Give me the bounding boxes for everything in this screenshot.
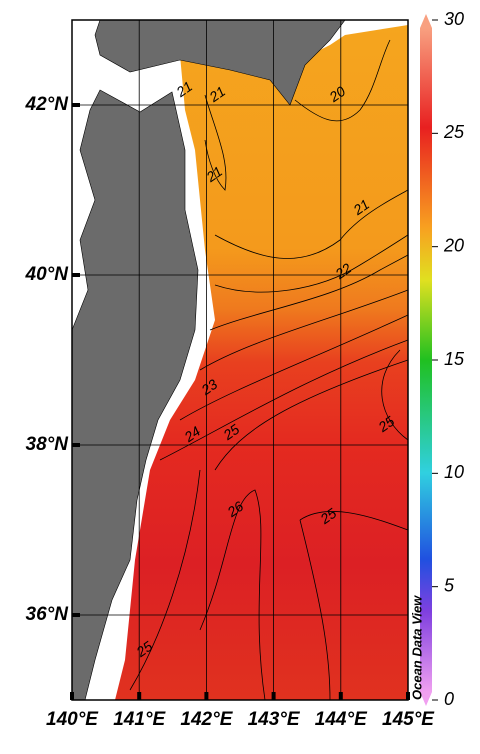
x-tick-label: 145°E [382,709,435,730]
land-hokkaido [94,19,346,106]
contour-label: 26 [223,498,246,521]
contour-label: 21 [172,78,195,101]
credit: Ocean Data View [409,595,424,700]
contour-label: 21 [205,83,228,106]
land-honshu [71,89,199,701]
contour-label: 21 [202,163,225,186]
colorbar-label: 15 [444,349,465,369]
y-tick-label: 36°N [26,604,70,625]
y-tick-label: 40°N [25,264,70,285]
contour-label: 25 [316,505,339,528]
y-tick-label: 42°N [25,94,70,115]
contour-label: 25 [132,638,155,661]
colorbar-label: 25 [443,122,465,142]
contour-label: 25 [374,413,397,436]
colorbar-bottom-arrow [420,692,432,706]
x-tick-label: 140°E [46,709,99,730]
y-tick-label: 38°N [26,434,70,455]
colorbar-label: 20 [443,235,464,255]
x-tick-label: 144°E [315,709,368,730]
colorbar-top-arrow [420,14,432,28]
x-tick-label: 141°E [113,709,166,730]
x-tick-label: 142°E [180,709,233,730]
contour-label: 25 [219,421,242,444]
colorbar [420,28,432,692]
contour-label: 21 [349,196,372,219]
sst-field [115,25,408,700]
colorbar-label: 10 [444,462,464,482]
contour-label: 23 [197,376,220,399]
colorbar-label: 30 [444,9,464,29]
x-tick-label: 143°E [248,709,301,730]
contour-label: 24 [180,423,203,446]
colorbar-label: 0 [444,689,454,709]
contour-label: 20 [325,83,348,106]
contour-label: 22 [331,260,354,283]
colorbar-label: 5 [444,575,455,595]
